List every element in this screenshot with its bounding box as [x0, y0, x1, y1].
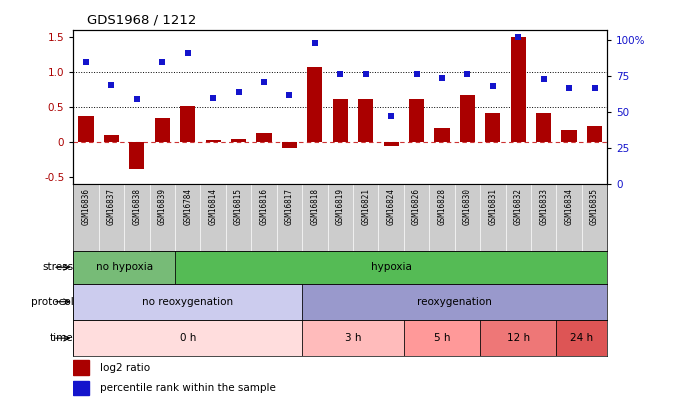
Bar — [129, 142, 144, 169]
Text: GSM16835: GSM16835 — [590, 188, 599, 225]
Bar — [155, 118, 170, 142]
Text: GSM16784: GSM16784 — [183, 188, 192, 225]
Bar — [73, 360, 89, 375]
Point — [182, 50, 193, 57]
Text: GSM16836: GSM16836 — [82, 188, 91, 225]
Bar — [104, 135, 119, 142]
Point — [360, 71, 371, 78]
Bar — [231, 139, 246, 142]
Bar — [460, 95, 475, 142]
Text: GSM16819: GSM16819 — [336, 188, 345, 225]
Text: hypoxia: hypoxia — [371, 262, 412, 272]
Text: GSM16816: GSM16816 — [260, 188, 269, 225]
Text: time: time — [50, 333, 73, 343]
Text: 3 h: 3 h — [345, 333, 362, 343]
Text: GSM16826: GSM16826 — [412, 188, 421, 225]
Point — [334, 71, 346, 78]
Bar — [73, 381, 89, 395]
Point — [512, 34, 524, 40]
Point — [538, 76, 549, 83]
Text: GSM16814: GSM16814 — [209, 188, 218, 225]
Text: GSM16831: GSM16831 — [489, 188, 498, 225]
Text: GSM16834: GSM16834 — [565, 188, 574, 225]
Point — [80, 59, 91, 65]
Text: 12 h: 12 h — [507, 333, 530, 343]
Point — [207, 95, 218, 102]
Text: GSM16818: GSM16818 — [311, 188, 320, 225]
Bar — [307, 67, 322, 142]
Bar — [175, 251, 607, 284]
Point — [462, 71, 473, 78]
Bar — [333, 99, 348, 142]
Bar — [587, 126, 602, 142]
Bar — [78, 116, 94, 142]
Text: GSM16817: GSM16817 — [285, 188, 294, 225]
Text: log2 ratio: log2 ratio — [100, 362, 150, 373]
Point — [436, 75, 447, 81]
Bar — [282, 142, 297, 148]
Text: percentile rank within the sample: percentile rank within the sample — [100, 383, 276, 393]
Point — [258, 79, 269, 85]
Bar — [73, 284, 302, 320]
Text: no hypoxia: no hypoxia — [96, 262, 153, 272]
Point — [309, 40, 320, 46]
Text: GSM16833: GSM16833 — [539, 188, 548, 225]
Text: reoxygenation: reoxygenation — [417, 297, 492, 307]
Bar — [302, 284, 607, 320]
Bar — [409, 99, 424, 142]
Point — [385, 113, 396, 119]
Point — [284, 92, 295, 99]
Text: GSM16832: GSM16832 — [514, 188, 523, 225]
Bar — [73, 251, 175, 284]
Bar — [180, 106, 195, 142]
Text: 5 h: 5 h — [433, 333, 450, 343]
Point — [589, 85, 600, 91]
Bar — [404, 320, 480, 356]
Text: stress: stress — [42, 262, 73, 272]
Point — [233, 89, 244, 95]
Bar — [73, 320, 302, 356]
Point — [131, 96, 142, 102]
Text: 24 h: 24 h — [570, 333, 593, 343]
Bar — [556, 320, 607, 356]
Point — [487, 83, 498, 90]
Bar — [205, 139, 221, 142]
Bar — [511, 37, 526, 142]
Point — [156, 59, 168, 65]
Text: GSM16824: GSM16824 — [387, 188, 396, 225]
Bar — [561, 130, 577, 142]
Bar — [383, 142, 399, 147]
Text: no reoxygenation: no reoxygenation — [142, 297, 233, 307]
Text: 0 h: 0 h — [179, 333, 196, 343]
Bar — [302, 320, 404, 356]
Text: GDS1968 / 1212: GDS1968 / 1212 — [87, 13, 197, 26]
Text: GSM16821: GSM16821 — [361, 188, 370, 225]
Point — [411, 71, 422, 78]
Text: GSM16830: GSM16830 — [463, 188, 472, 225]
Bar — [434, 128, 450, 142]
Text: GSM16828: GSM16828 — [438, 188, 447, 225]
Bar — [256, 133, 272, 142]
Point — [106, 82, 117, 88]
Bar — [358, 99, 373, 142]
Point — [563, 85, 574, 91]
Text: GSM16839: GSM16839 — [158, 188, 167, 225]
Bar — [485, 113, 500, 142]
Text: GSM16838: GSM16838 — [133, 188, 142, 225]
Text: GSM16815: GSM16815 — [234, 188, 243, 225]
Text: GSM16837: GSM16837 — [107, 188, 116, 225]
Bar — [536, 113, 551, 142]
Bar — [480, 320, 556, 356]
Text: protocol: protocol — [31, 297, 73, 307]
